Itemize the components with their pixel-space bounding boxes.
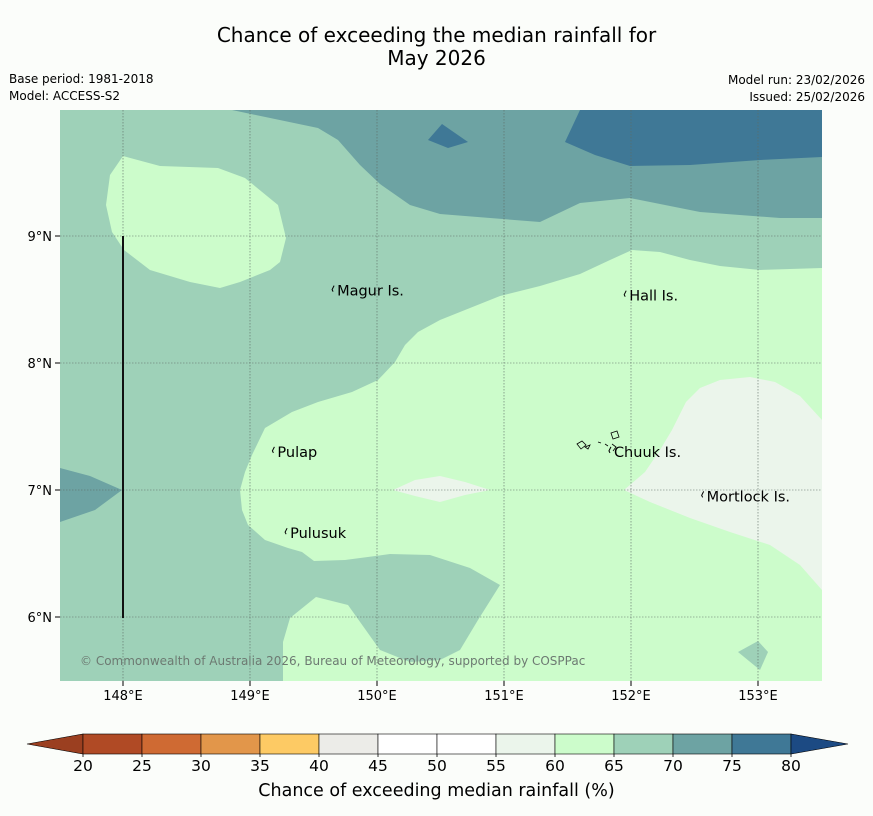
contour-60-65-main	[240, 250, 822, 681]
island-mark	[284, 527, 288, 535]
model-run-label: Model run: 23/02/2026	[727, 73, 865, 87]
place-label: Mortlock Is.	[707, 489, 790, 505]
contour-75-80-patch	[428, 124, 468, 148]
issued-label: Issued: 25/02/2026	[749, 90, 865, 104]
place-label: Pulusuk	[290, 526, 347, 542]
colorbar-segment	[672, 733, 733, 755]
lon-tick-label: 150°E	[357, 689, 397, 704]
contour-70-75-west	[60, 468, 122, 522]
colorbar-tick-label: 35	[250, 757, 270, 775]
contour-layer	[60, 110, 822, 681]
colorbar-segment	[141, 733, 202, 755]
place-label: Hall Is.	[629, 289, 678, 305]
colorbar-tick-label: 65	[604, 757, 624, 775]
colorbar-segment	[436, 733, 497, 755]
contour-65-70-southeast	[738, 641, 768, 670]
colorbar-tick-label: 30	[191, 757, 211, 775]
colorbar-segment	[731, 733, 792, 755]
colorbar-title: Chance of exceeding median rainfall (%)	[258, 781, 615, 801]
island-mark	[701, 491, 705, 498]
colorbar-segment	[495, 733, 556, 755]
island-mark	[271, 446, 275, 454]
contour-75-80-northeast	[565, 110, 822, 166]
place-label: Magur Is.	[337, 284, 404, 300]
colorbar-under-arrow	[26, 733, 84, 755]
island-mark	[331, 285, 335, 292]
base-period-label: Base period: 1981-2018	[9, 72, 154, 86]
place-label: Pulap	[277, 445, 317, 461]
contour-55-60-center	[393, 476, 490, 502]
colorbar-tick-label: 55	[486, 757, 506, 775]
colorbar-tick-label: 60	[545, 757, 565, 775]
lat-tick-label: 9°N	[28, 230, 53, 245]
lon-tick-label: 151°E	[484, 689, 524, 704]
colorbar-segment	[259, 733, 320, 755]
model-label: Model: ACCESS-S2	[9, 89, 121, 103]
colorbar-tick-label: 45	[368, 757, 388, 775]
colorbar-segment	[613, 733, 674, 755]
contour-55-60-east	[624, 377, 822, 590]
contour-60-65-northwest	[106, 156, 286, 288]
axis-tick-labels: 148°E 149°E 150°E 151°E 152°E 153°E 9°N 8°N 7°N 6…	[28, 230, 778, 704]
chuuk-islands	[576, 430, 620, 452]
lat-tick-label: 8°N	[28, 357, 53, 372]
island-mark	[608, 446, 612, 454]
colorbar-segment	[318, 733, 379, 755]
colorbar-segment	[554, 733, 615, 755]
lon-tick-label: 152°E	[611, 689, 651, 704]
colorbar-tick-label: 50	[427, 757, 447, 775]
map-title-line1: Chance of exceeding the median rainfall …	[216, 23, 657, 47]
island-mark	[623, 290, 627, 297]
colorbar-segment	[200, 733, 261, 755]
place-label: Chuuk Is.	[614, 445, 681, 461]
colorbar-tick-label: 70	[663, 757, 683, 775]
colorbar-tick-label: 75	[722, 757, 742, 775]
place-labels: Magur Is. Hall Is. Pulap Chuuk Is. Mortlock …	[271, 284, 790, 542]
colorbar-tick-label: 40	[309, 757, 329, 775]
colorbar-segment	[82, 733, 143, 755]
lon-tick-label: 148°E	[103, 689, 143, 704]
colorbar-over-arrow	[790, 733, 849, 755]
lon-tick-label: 153°E	[738, 689, 778, 704]
colorbar-tick-label: 20	[73, 757, 93, 775]
colorbar-tick-label: 80	[781, 757, 801, 775]
copyright-text: © Commonwealth of Australia 2026, Bureau…	[80, 654, 585, 668]
map-title-line2: May 2026	[387, 46, 486, 70]
lat-tick-label: 7°N	[28, 484, 53, 499]
colorbar-segment	[377, 733, 438, 755]
colorbar: 20 25 30 35 40 45 50 55 60 65 70 75 80	[26, 733, 849, 775]
lat-tick-label: 6°N	[28, 611, 53, 626]
colorbar-tick-label: 25	[132, 757, 152, 775]
lon-tick-label: 149°E	[230, 689, 270, 704]
